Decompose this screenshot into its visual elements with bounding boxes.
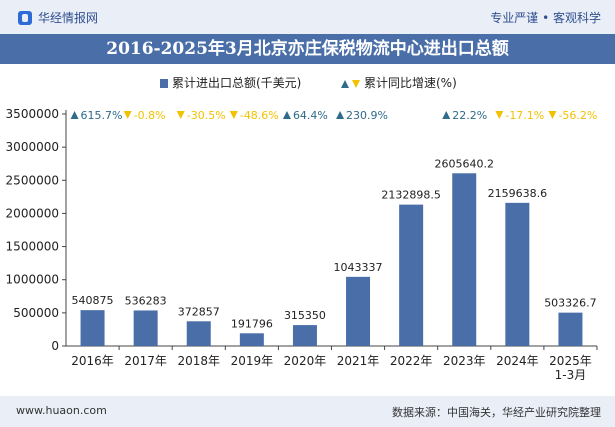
bar-value-label: 315350 [284, 309, 326, 322]
bar-value-label: 536283 [125, 294, 167, 307]
growth-rate-label: 64.4% [293, 109, 328, 122]
bar-value-label: 372857 [178, 305, 220, 318]
bar [133, 310, 158, 346]
bar [186, 321, 211, 346]
growth-up-triangle-icon [282, 111, 291, 119]
bar [292, 325, 317, 346]
legend-bar-label: 累计进出口总额(千美元) [172, 76, 301, 90]
x-tick-label: 2020年 [284, 354, 327, 368]
y-tick-label: 3500000 [6, 107, 59, 121]
bar [239, 333, 264, 346]
x-axis: 2016年 2017年 2018年 2019年 2020年 2021年 2022年 2023年… [71, 346, 598, 382]
x-tick-label: 1-3月 [555, 368, 587, 382]
legend-growth-label: 累计同比增速(%) [364, 76, 457, 90]
legend-bar-swatch [160, 79, 168, 88]
growth-down-triangle-icon [548, 111, 557, 119]
y-tick-label: 2000000 [6, 206, 59, 220]
chart-title: 2016-2025年3月北京亦庄保税物流中心进出口总额 [106, 39, 509, 59]
legend: 累计进出口总额(千美元) 累计同比增速(%) [160, 76, 457, 90]
footer: www.huaon.com 数据来源：中国海关，华经产业研究院整理 [0, 396, 615, 427]
bar-value-label: 2132898.5 [381, 189, 441, 202]
growth-rate-label: 22.2% [452, 109, 487, 122]
bars: 540875 536283 372857 191796 315350 1043337 213… [72, 157, 597, 346]
bar-value-label: 191796 [231, 317, 273, 330]
y-axis: 0 500000 1000000 1500000 2000000 2500000 30000… [6, 107, 597, 353]
growth-row: 615.7% -0.8% -30.5% -48.6% 64.4% 230.9% 22.2% -… [70, 109, 597, 122]
bar [452, 173, 477, 346]
legend-down-triangle-icon [352, 80, 360, 88]
top-bar: 华经情报网 专业严谨 • 客观科学 [0, 0, 615, 34]
bar-value-label: 540875 [72, 294, 114, 307]
legend-up-triangle-icon [341, 80, 349, 88]
tagline: 专业严谨 • 客观科学 [490, 11, 601, 25]
bar-value-label: 2159638.6 [488, 187, 548, 200]
growth-rate-label: -30.5% [187, 109, 226, 122]
growth-down-triangle-icon [176, 111, 185, 119]
growth-up-triangle-icon [336, 111, 345, 119]
growth-up-triangle-icon [70, 111, 79, 119]
brand-name: 华经情报网 [38, 11, 99, 25]
bar [80, 310, 105, 346]
bar-value-label: 1043337 [334, 261, 383, 274]
x-tick-label: 2022年 [390, 354, 433, 368]
bar [346, 276, 371, 346]
y-tick-label: 1500000 [6, 240, 59, 254]
x-tick-label: 2018年 [177, 354, 220, 368]
growth-rate-label: 615.7% [81, 109, 123, 122]
y-tick-label: 2500000 [6, 173, 59, 187]
growth-down-triangle-icon [229, 111, 238, 119]
growth-rate-label: 230.9% [346, 109, 388, 122]
growth-up-triangle-icon [442, 111, 451, 119]
growth-down-triangle-icon [123, 111, 132, 119]
data-source: 数据来源：中国海关，华经产业研究院整理 [392, 406, 601, 419]
y-tick-label: 0 [51, 339, 59, 353]
y-tick-label: 3000000 [6, 140, 59, 154]
x-tick-label: 2016年 [71, 354, 114, 368]
bar-value-label: 2605640.2 [435, 157, 495, 170]
x-tick-label: 2021年 [337, 354, 380, 368]
growth-rate-label: -56.2% [558, 109, 597, 122]
x-tick-label: 2017年 [124, 354, 167, 368]
growth-rate-label: -0.8% [134, 109, 166, 122]
site-link[interactable]: www.huaon.com [16, 404, 107, 417]
growth-rate-label: -48.6% [240, 109, 279, 122]
bar-value-label: 503326.7 [544, 297, 597, 310]
brand[interactable]: 华经情报网 [18, 9, 98, 26]
bar [399, 204, 424, 346]
x-tick-label: 2025年 [549, 354, 592, 368]
x-tick-label: 2023年 [443, 354, 486, 368]
chart: 累计进出口总额(千美元) 累计同比增速(%) 615.7% -0.8% -30.5% -… [6, 76, 598, 382]
bar [558, 312, 583, 346]
x-tick-label: 2019年 [231, 354, 274, 368]
bar [505, 202, 530, 346]
y-tick-label: 1000000 [6, 273, 59, 287]
brand-logo-icon [18, 10, 32, 25]
growth-down-triangle-icon [495, 111, 504, 119]
y-tick-label: 500000 [13, 306, 59, 320]
title-bar: 2016-2025年3月北京亦庄保税物流中心进出口总额 [0, 34, 615, 64]
x-tick-label: 2024年 [496, 354, 539, 368]
growth-rate-label: -17.1% [505, 109, 544, 122]
